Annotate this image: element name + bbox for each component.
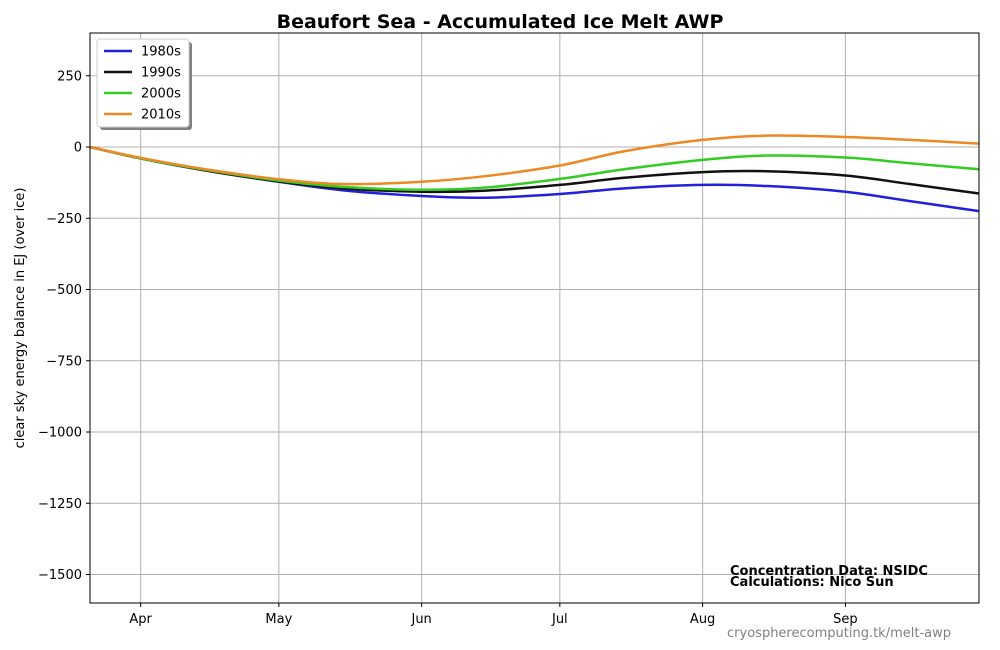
legend-label-1980s: 1980s: [141, 45, 181, 60]
annotation-calculations: Calculations: Nico Sun: [730, 575, 894, 590]
x-tick-label: Apr: [129, 612, 152, 627]
legend-box: [96, 38, 190, 128]
legend-label-2000s: 2000s: [141, 87, 181, 102]
series-lines: [89, 134, 980, 213]
y-tick-label: −1500: [38, 568, 82, 583]
y-tick-label: −250: [46, 212, 82, 227]
y-tick-label: 0: [74, 141, 82, 156]
annotation-concentration: Concentration Data: NSIDC: [730, 564, 928, 579]
x-axis: Apr May Jun Jul Aug Sep: [129, 603, 858, 627]
source-url: cryospherecomputing.tk/melt-awp: [727, 626, 951, 641]
y-tick-label: −750: [46, 354, 82, 369]
x-tick-label: Sep: [833, 612, 858, 627]
series-line-2010s: [89, 134, 980, 186]
x-tick-label: May: [265, 612, 292, 627]
chart-title: Beaufort Sea - Accumulated Ice Melt AWP: [277, 11, 724, 33]
grid-lines: [90, 33, 979, 603]
y-tick-label: −1000: [38, 426, 82, 441]
x-tick-label: Jun: [410, 612, 431, 627]
y-tick-label: −500: [46, 283, 82, 298]
legend-label-2010s: 2010s: [141, 108, 181, 123]
y-tick-label: 250: [57, 69, 82, 84]
legend: 1980s 1990s 2000s 2010s: [96, 38, 192, 130]
legend-label-1990s: 1990s: [141, 66, 181, 81]
y-axis-label: clear sky energy balance in EJ (over ice…: [13, 188, 28, 449]
y-tick-label: −1250: [38, 497, 82, 512]
y-axis: 250 0 −250 −500 −750 −1000 −1250 −1500: [38, 69, 90, 583]
x-tick-label: Aug: [690, 612, 715, 627]
x-tick-label: Jul: [551, 612, 568, 627]
plot-frame: [89, 32, 980, 604]
